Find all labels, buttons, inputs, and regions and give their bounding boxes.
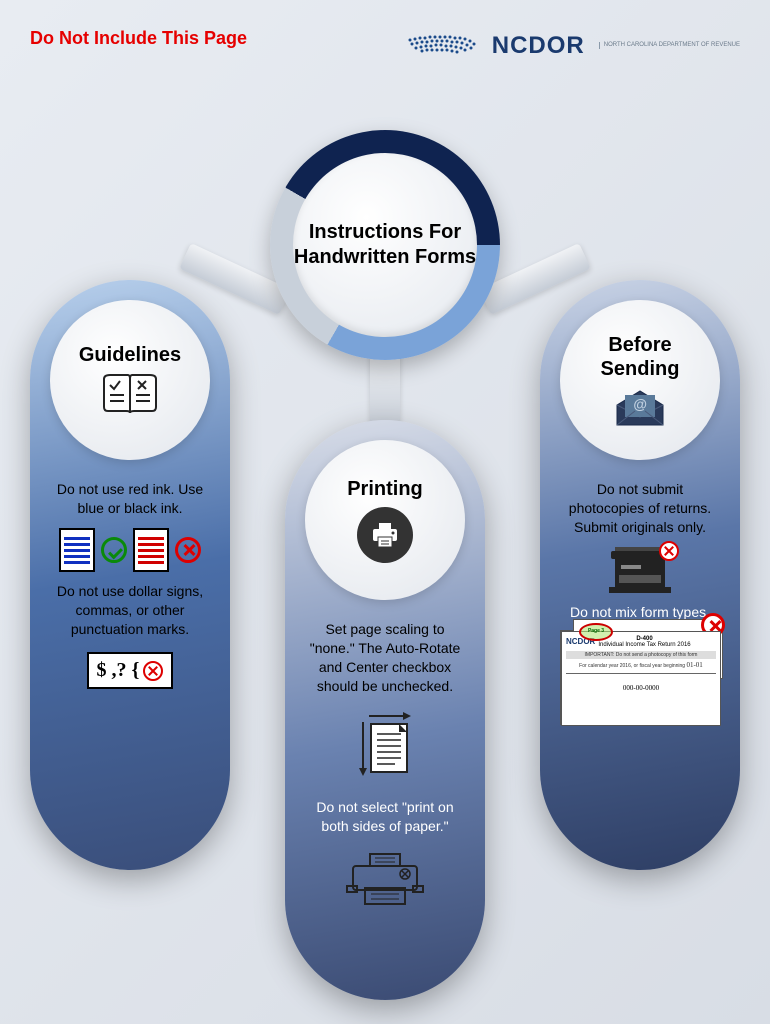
form-code: D-400	[598, 636, 690, 643]
ncdor-logo-text: NCDOR	[492, 32, 585, 60]
do-not-include-warning: Do Not Include This Page	[30, 28, 247, 49]
form-stack-illustration: Page 3 NCDOR D-400 Individual Income Tax…	[560, 630, 720, 725]
copier-icon	[605, 545, 675, 595]
x-mark-icon	[143, 661, 163, 681]
envelope-icon: @	[613, 387, 667, 427]
x-mark-icon	[175, 537, 201, 563]
header: Do Not Include This Page NCDOR NORTH CAR…	[0, 0, 770, 63]
pill-before-sending: Before Sending @ Do not submit photocopi…	[540, 280, 740, 870]
printing-text-1: Set page scaling to "none." The Auto-Rot…	[305, 620, 465, 696]
blue-ink-doc-icon	[59, 528, 95, 572]
pill-guidelines-title: Guidelines	[79, 343, 181, 367]
punctuation-example: $ ,? {	[87, 652, 174, 689]
svg-text:@: @	[633, 396, 647, 412]
hub: Instructions For Handwritten Forms	[270, 130, 500, 360]
guidelines-text-2: Do not use dollar signs, commas, or othe…	[50, 582, 210, 639]
punctuation-chars: $ ,? {	[97, 657, 140, 684]
pill-before-sending-header: Before Sending @	[560, 300, 720, 460]
pill-guidelines: Guidelines Do not use red ink. Use blue …	[30, 280, 230, 870]
red-ink-doc-icon	[133, 528, 169, 572]
form-date: 01-01	[686, 661, 702, 669]
page-scaling-icon	[357, 712, 413, 778]
duplex-printer-icon	[345, 852, 425, 907]
pill-printing: Printing Set page scaling to "none." The…	[285, 420, 485, 1000]
pill-printing-body: Set page scaling to "none." The Auto-Rot…	[285, 600, 485, 950]
logo-area: NCDOR NORTH CAROLINA DEPARTMENT OF REVEN…	[402, 28, 740, 63]
form-front-page: NCDOR D-400 Individual Income Tax Return…	[561, 631, 721, 726]
before-sending-text-1: Do not submit photocopies of returns. Su…	[560, 480, 720, 537]
copier-row	[560, 545, 720, 595]
guidelines-text-1: Do not use red ink. Use blue or black in…	[50, 480, 210, 518]
form-ssn: 000-00-0000	[623, 684, 659, 692]
book-icon	[100, 373, 160, 418]
before-sending-title-2: Sending	[601, 357, 680, 381]
pill-guidelines-body: Do not use red ink. Use blue or black in…	[30, 460, 230, 719]
page-label-oval: Page 3	[579, 623, 613, 641]
printing-text-2: Do not select "print on both sides of pa…	[305, 798, 465, 836]
ncdor-logo-subtext: NORTH CAROLINA DEPARTMENT OF REVENUE	[599, 42, 740, 49]
checkmark-icon	[101, 537, 127, 563]
form-desc: Individual Income Tax Return 2016	[598, 642, 690, 649]
pill-guidelines-header: Guidelines	[50, 300, 210, 460]
printer-icon	[357, 507, 413, 563]
hub-title: Instructions For Handwritten Forms	[293, 153, 477, 337]
ink-example-row	[50, 528, 210, 572]
pill-printing-title: Printing	[347, 477, 423, 501]
x-mark-icon	[659, 541, 679, 561]
before-sending-title-1: Before	[608, 333, 671, 357]
pill-before-sending-body: Do not submit photocopies of returns. Su…	[540, 460, 740, 759]
pill-printing-header: Printing	[305, 440, 465, 600]
nc-map-icon	[402, 28, 482, 63]
